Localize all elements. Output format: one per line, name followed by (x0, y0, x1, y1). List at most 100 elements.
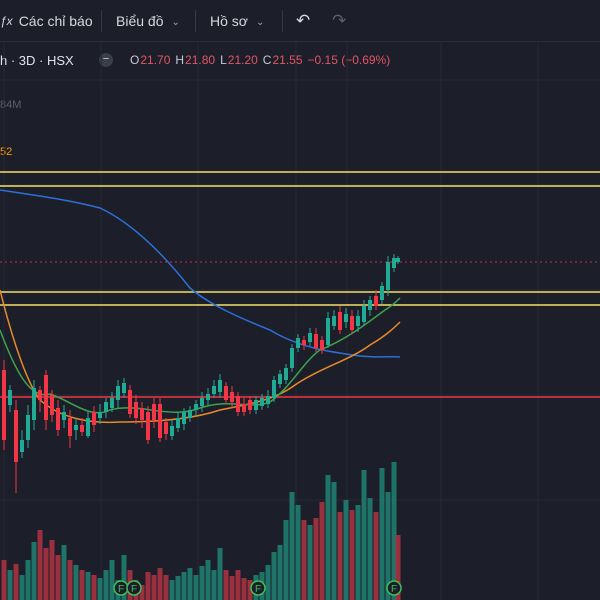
volume-bar (91, 575, 97, 600)
candlestick (104, 398, 108, 418)
volume-bar (109, 560, 115, 600)
candlestick (122, 378, 126, 398)
volume-bar (349, 510, 355, 600)
ma-long-line (0, 189, 401, 358)
candlestick (260, 394, 264, 410)
candle-body (296, 338, 300, 348)
candle-body (164, 422, 168, 434)
volume-bar (19, 575, 25, 600)
chart-type-button[interactable]: Biểu đồ ⌄ (116, 0, 180, 42)
volume-bar (395, 535, 401, 600)
candlestick (152, 398, 156, 428)
minus-circle-icon[interactable]: − (99, 53, 113, 67)
candlestick (188, 406, 192, 422)
symbol-legend[interactable]: h · 3D · HSX (0, 50, 74, 70)
volume-bar (391, 462, 397, 600)
candlestick (212, 380, 216, 398)
undo-button[interactable]: ↶ (296, 0, 310, 42)
volume-bar (187, 568, 193, 600)
candlestick (326, 312, 330, 348)
volume-bar (289, 492, 295, 600)
candlestick (140, 402, 144, 428)
candle-body (74, 425, 78, 430)
volume-bar (217, 548, 223, 600)
candlestick (392, 254, 396, 272)
volume-bar (13, 564, 19, 600)
candlestick (368, 296, 372, 316)
candle-body (38, 390, 42, 400)
volume-bar (301, 520, 307, 600)
candle-body (272, 380, 276, 398)
candlestick (116, 380, 120, 408)
candle-body (332, 316, 336, 326)
candle-body (104, 402, 108, 412)
candlestick (224, 382, 228, 404)
candle-body (206, 394, 210, 400)
candlestick (182, 408, 186, 430)
volume-bar (235, 570, 241, 600)
event-marker-label: F (391, 584, 397, 595)
candle-body (344, 314, 348, 322)
candle-body (116, 386, 120, 400)
candlestick (254, 396, 258, 414)
high-label: H (175, 53, 185, 67)
candlestick (206, 388, 210, 406)
candle-body (170, 426, 174, 436)
candle-body (284, 368, 288, 380)
candlestick (32, 380, 36, 430)
candle-body (218, 380, 222, 392)
volume-bar (379, 468, 385, 600)
candlestick (170, 420, 174, 440)
candlestick (308, 328, 312, 346)
candlestick (320, 336, 324, 354)
volume-bar (283, 520, 289, 600)
candle-body (392, 258, 396, 268)
candlesticks (2, 254, 400, 493)
event-marker-label: F (118, 584, 124, 595)
candlestick (248, 396, 252, 414)
candle-body (396, 258, 400, 262)
volume-bar (193, 575, 199, 600)
candle-body (326, 318, 330, 345)
volume-bar (211, 570, 217, 600)
candlestick (272, 376, 276, 402)
template-label: Hồ sơ (210, 13, 248, 29)
candlestick (74, 418, 78, 440)
redo-button[interactable]: ↷ (332, 0, 346, 42)
candlestick (14, 400, 18, 493)
candle-body (68, 418, 72, 436)
volume-bar (361, 470, 367, 600)
candle-body (134, 402, 138, 418)
candle-body (230, 392, 234, 402)
indicators-button[interactable]: ƒx Các chỉ báo (0, 0, 93, 42)
volume-bar (307, 525, 313, 600)
ohlc-readout: O 21.70 H 21.80 L 21.20 C 21.55 −0.15 (−0.69… (130, 50, 395, 70)
candle-body (380, 286, 384, 300)
volume-bar (97, 578, 103, 600)
candle-body (338, 312, 342, 330)
volume-bar (331, 482, 337, 600)
volume-bar (55, 555, 61, 600)
volume-bar (31, 542, 37, 600)
candlestick (92, 406, 96, 432)
volume-bar (319, 502, 325, 600)
candle-body (152, 404, 156, 420)
volume-bar (277, 545, 283, 600)
candle-body (254, 400, 258, 410)
candle-body (110, 398, 114, 408)
candle-body (8, 390, 12, 405)
volume-bar (163, 575, 169, 600)
candlestick (386, 256, 390, 296)
candlestick (86, 412, 90, 438)
volume-bar (175, 576, 181, 600)
template-button[interactable]: Hồ sơ ⌄ (210, 0, 264, 42)
candle-body (242, 404, 246, 412)
volume-bar (145, 572, 151, 600)
redo-icon: ↷ (332, 11, 347, 30)
volume-bar (103, 570, 109, 600)
candle-body (176, 418, 180, 428)
event-marker-label: F (255, 584, 261, 595)
event-marker: F (126, 580, 142, 596)
volume-bar (169, 580, 175, 600)
